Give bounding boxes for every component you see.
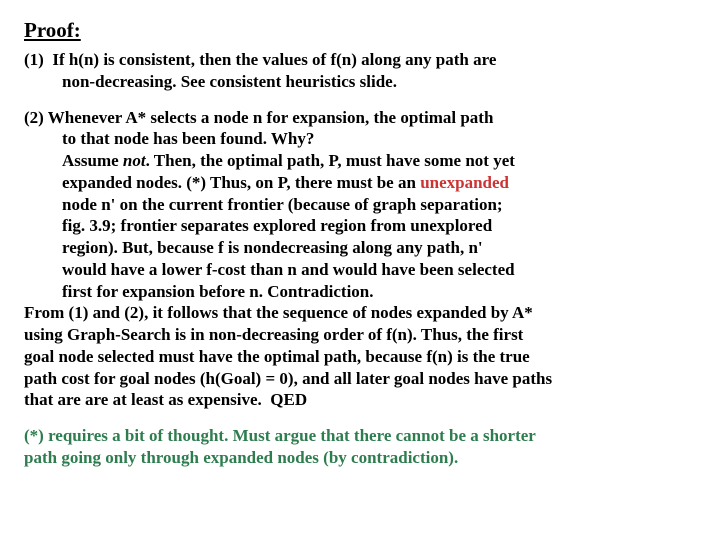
paragraph-2: (2) Whenever A* selects a node n for exp… (24, 107, 696, 412)
p2-l4a: expanded nodes. (*) Thus, on P, there mu… (62, 173, 420, 192)
footnote: (*) requires a bit of thought. Must argu… (24, 425, 696, 469)
p2-unexpanded-highlight: unexpanded (420, 173, 509, 192)
p2-line9: first for expansion before n. Contradict… (24, 281, 696, 303)
p2-line5: node n' on the current frontier (because… (24, 194, 696, 216)
fn-line2: path going only through expanded nodes (… (24, 447, 696, 469)
p2-line13: path cost for goal nodes (h(Goal) = 0), … (24, 368, 696, 390)
p2-not-emph: not (123, 151, 146, 170)
p2-line7: region). But, because f is nondecreasing… (24, 237, 696, 259)
p2-line6: fig. 3.9; frontier separates explored re… (24, 215, 696, 237)
p2-line3: Assume not. Then, the optimal path, P, m… (24, 150, 696, 172)
p2-line10: From (1) and (2), it follows that the se… (24, 302, 696, 324)
p2-l3a: Assume (62, 151, 123, 170)
proof-title: Proof: (24, 18, 696, 43)
p2-line12: goal node selected must have the optimal… (24, 346, 696, 368)
paragraph-1: (1) If h(n) is consistent, then the valu… (24, 49, 696, 93)
p2-line2: to that node has been found. Why? (24, 128, 696, 150)
p1-line1: (1) If h(n) is consistent, then the valu… (24, 49, 696, 71)
p1-line2: non-decreasing. See consistent heuristic… (24, 71, 696, 93)
p2-line1: (2) Whenever A* selects a node n for exp… (24, 107, 696, 129)
fn-line1: (*) requires a bit of thought. Must argu… (24, 425, 696, 447)
p2-l3b: . Then, the optimal path, P, must have s… (146, 151, 515, 170)
p2-line8: would have a lower f-cost than n and wou… (24, 259, 696, 281)
p2-line4: expanded nodes. (*) Thus, on P, there mu… (24, 172, 696, 194)
p2-line11: using Graph-Search is in non-decreasing … (24, 324, 696, 346)
p2-line14: that are are at least as expensive. QED (24, 389, 696, 411)
